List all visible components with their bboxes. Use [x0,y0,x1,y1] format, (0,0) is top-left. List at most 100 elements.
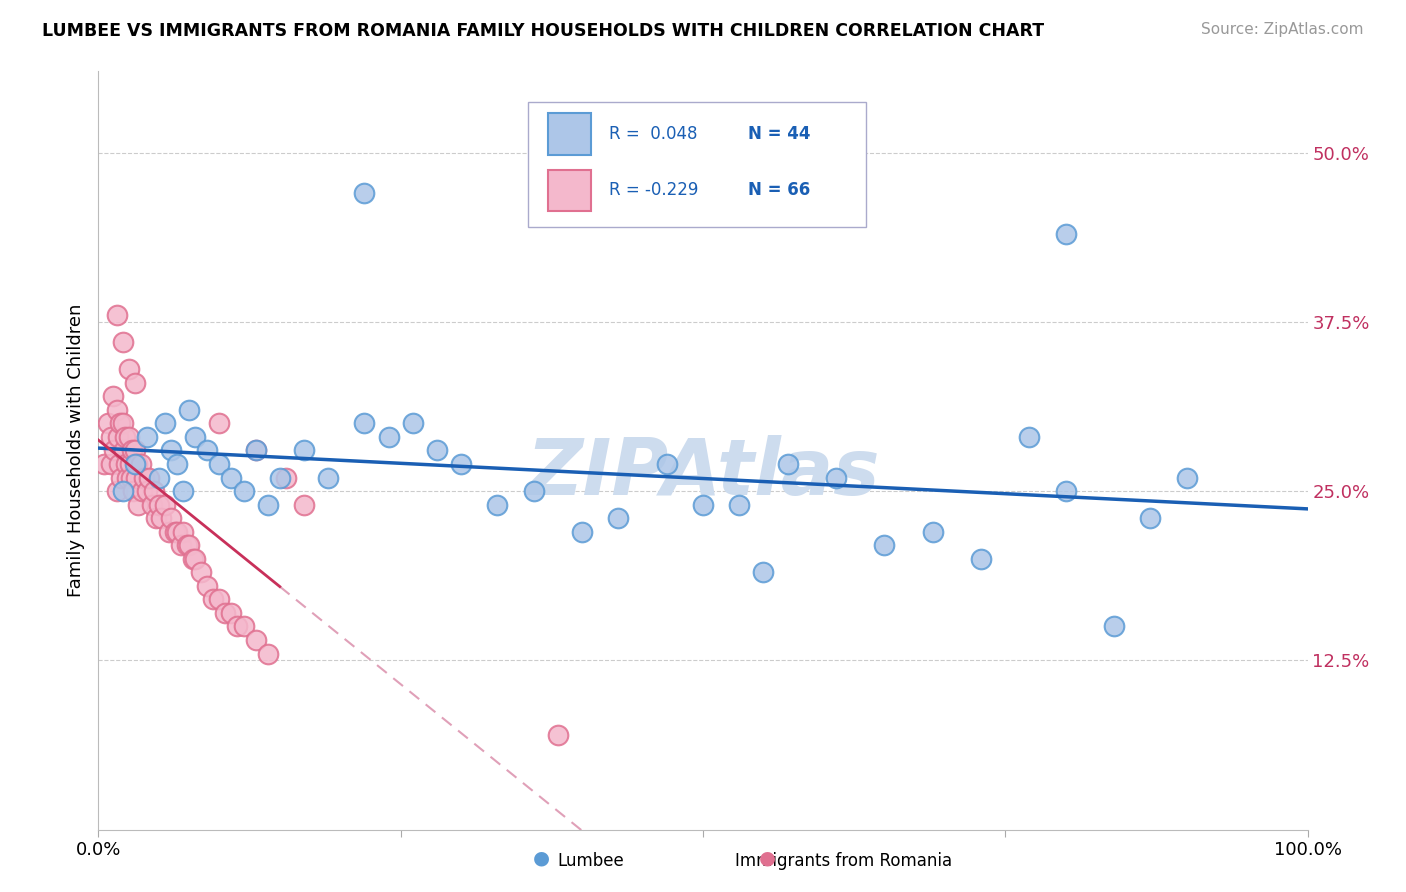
Point [181,551,204,566]
Text: ●: ● [533,849,550,868]
Point [101,389,124,403]
Point [245,443,267,458]
Point [153,417,176,431]
Point [138,470,160,484]
Text: ●: ● [759,849,776,868]
Point [150,511,173,525]
Point [184,551,207,566]
Point [402,417,425,431]
Text: R =  0.048: R = 0.048 [609,125,697,143]
Point [921,524,943,539]
Point [245,633,267,648]
FancyBboxPatch shape [548,113,591,155]
Point [145,511,167,525]
Point [607,511,630,525]
Point [157,524,180,539]
Point [127,498,149,512]
Point [179,402,201,417]
Point [269,470,291,484]
Point [208,457,231,471]
Point [1139,511,1161,525]
Point [1018,430,1040,444]
Y-axis label: Family Households with Children: Family Households with Children [66,304,84,597]
Point [172,484,194,499]
Text: Source: ZipAtlas.com: Source: ZipAtlas.com [1201,22,1364,37]
Point [825,470,848,484]
Point [486,498,509,512]
Point [873,538,896,552]
Point [353,186,375,201]
Point [100,457,122,471]
Point [728,498,751,512]
Point [208,592,231,607]
Point [100,430,122,444]
Point [124,376,146,390]
Point [141,498,163,512]
Point [1102,619,1125,633]
Point [135,484,157,499]
Point [547,728,569,742]
Text: Immigrants from Romania: Immigrants from Romania [735,852,952,870]
Point [176,538,198,552]
Point [107,430,129,444]
Point [166,524,188,539]
FancyBboxPatch shape [527,102,866,227]
Point [208,417,231,431]
Point [124,457,146,471]
Point [256,498,278,512]
Point [274,470,297,484]
Point [115,457,138,471]
Point [108,457,131,471]
Text: LUMBEE VS IMMIGRANTS FROM ROMANIA FAMILY HOUSEHOLDS WITH CHILDREN CORRELATION CH: LUMBEE VS IMMIGRANTS FROM ROMANIA FAMILY… [42,22,1045,40]
Point [692,498,714,512]
Point [108,417,131,431]
Text: N = 44: N = 44 [748,125,810,143]
Point [163,524,186,539]
Point [195,579,218,593]
Point [316,470,339,484]
Point [111,335,134,350]
Point [118,457,141,471]
Point [179,538,201,552]
Point [571,524,593,539]
Point [221,470,243,484]
Point [121,443,143,458]
Point [112,443,135,458]
Point [970,551,993,566]
Point [166,457,188,471]
Point [135,430,157,444]
Text: N = 66: N = 66 [748,181,810,200]
Point [184,430,207,444]
Point [125,470,148,484]
Point [232,619,254,633]
Point [523,484,546,499]
Point [148,498,170,512]
Point [117,470,139,484]
Point [190,566,212,580]
Point [226,619,249,633]
Point [245,443,267,458]
Point [103,443,125,458]
Point [93,457,115,471]
Point [127,457,149,471]
Point [292,443,315,458]
Point [214,606,236,620]
Point [426,443,449,458]
Point [122,484,145,499]
FancyBboxPatch shape [548,169,591,211]
Text: Lumbee: Lumbee [557,852,624,870]
Point [752,566,775,580]
Point [148,470,170,484]
Point [160,511,183,525]
Point [153,498,176,512]
Point [160,443,183,458]
Text: R = -0.229: R = -0.229 [609,181,697,200]
Point [131,484,153,499]
Point [172,524,194,539]
Point [129,457,152,471]
Point [450,457,472,471]
Point [256,647,278,661]
Point [110,470,132,484]
Point [111,484,134,499]
Point [97,417,120,431]
